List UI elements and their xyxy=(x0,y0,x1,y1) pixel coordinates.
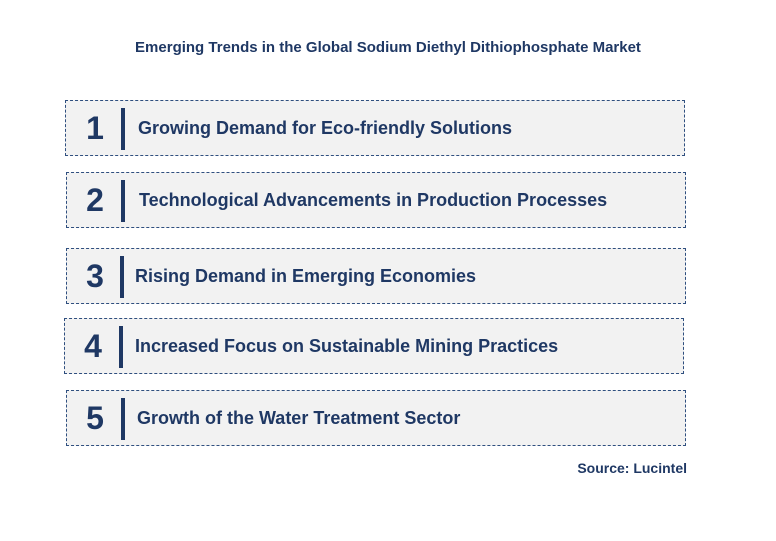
trend-divider xyxy=(119,326,123,368)
trend-label: Growth of the Water Treatment Sector xyxy=(137,408,461,428)
trend-item-5: 5 Growth of the Water Treatment Sector xyxy=(66,390,686,446)
trend-label: Technological Advancements in Production… xyxy=(139,190,608,210)
trend-divider xyxy=(121,108,125,150)
trend-divider xyxy=(120,256,124,298)
trend-number: 5 xyxy=(86,400,104,436)
trend-number: 1 xyxy=(86,110,104,146)
trend-number: 3 xyxy=(86,258,104,294)
trend-item-1: 1 Growing Demand for Eco-friendly Soluti… xyxy=(65,100,685,156)
trend-item-3: 3 Rising Demand in Emerging Economies xyxy=(66,248,686,304)
trend-label: Increased Focus on Sustainable Mining Pr… xyxy=(135,336,559,356)
trend-divider xyxy=(121,180,125,222)
trend-item-4: 4 Increased Focus on Sustainable Mining … xyxy=(64,318,684,374)
source-note: Source: Lucintel xyxy=(577,460,687,476)
trend-label: Growing Demand for Eco-friendly Solution… xyxy=(138,118,513,138)
trend-number: 4 xyxy=(84,328,102,364)
trend-number: 2 xyxy=(86,182,104,218)
diagram-title: Emerging Trends in the Global Sodium Die… xyxy=(135,39,641,56)
trend-divider xyxy=(121,398,125,440)
trend-label: Rising Demand in Emerging Economies xyxy=(135,266,477,286)
trend-item-2: 2 Technological Advancements in Producti… xyxy=(66,172,686,228)
